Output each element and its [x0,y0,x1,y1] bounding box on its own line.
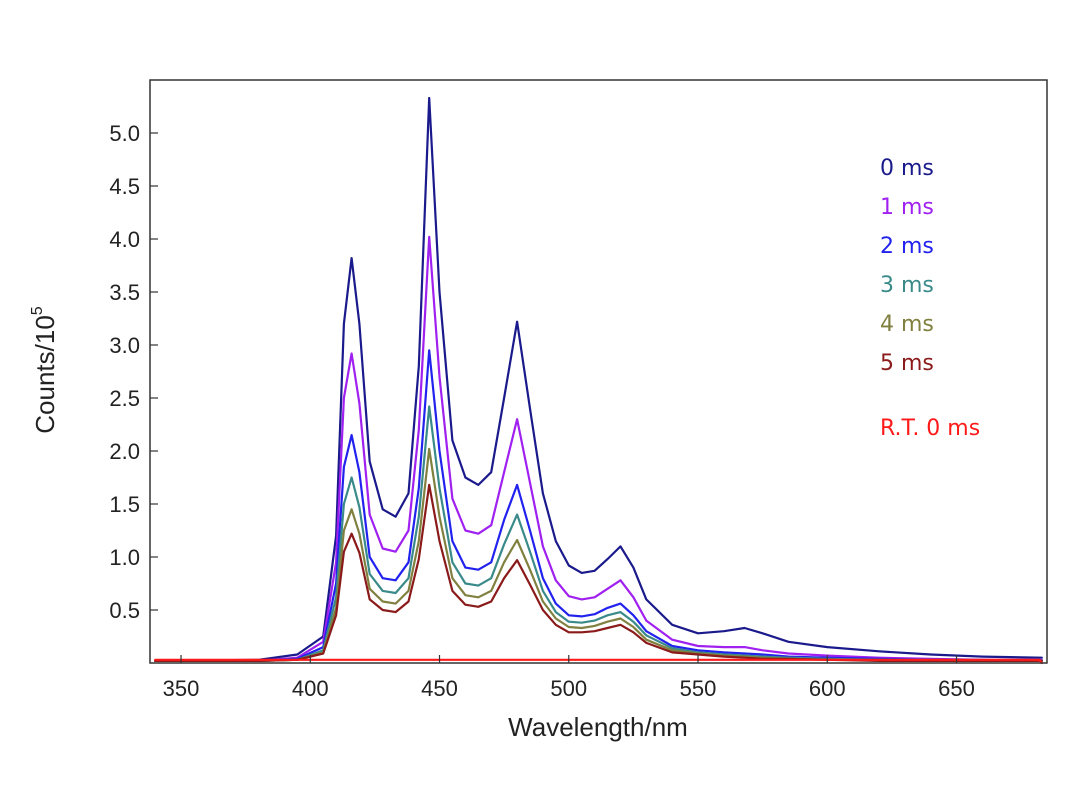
legend-entry-5: 5 ms [880,351,934,376]
y-tick-label: 2.0 [109,439,140,464]
legend-entry-4: 4 ms [880,312,934,337]
legend-entry-3: 3 ms [880,273,934,298]
y-tick-label: 3.5 [109,280,140,305]
series-line-0 [154,96,1043,663]
y-tick-label: 1.5 [109,492,140,517]
y-tick-label: 1.0 [109,545,140,570]
x-axis-title: Wavelength/nm [508,712,688,742]
y-axis-title-main: Counts/10 [30,315,60,434]
y-axis-title: Counts/105 [29,306,60,434]
y-axis: 0.5 1.0 1.5 2.0 2.5 3.0 3.5 4.0 4.5 5.0 [109,121,158,623]
x-tick-label: 450 [421,676,458,701]
series-line-1 [154,235,1043,663]
y-tick-label: 4.0 [109,227,140,252]
x-tick-label: 500 [550,676,587,701]
x-axis: 350 400 450 500 550 600 650 [163,655,975,701]
y-tick-label: 0.5 [109,598,140,623]
series-line-5 [154,483,1043,663]
legend-entry-6: R.T. 0 ms [880,416,980,441]
plot-frame [149,79,1048,664]
x-tick-label: 650 [938,676,975,701]
legend-entry-1: 1 ms [880,195,934,220]
series-layer [154,96,1043,665]
series-line-2 [154,349,1043,663]
y-tick-label: 3.0 [109,333,140,358]
series-line-3 [154,405,1043,663]
x-tick-label: 600 [809,676,846,701]
y-tick-label: 5.0 [109,121,140,146]
legend-entry-0: 0 ms [880,156,934,181]
x-tick-label: 400 [292,676,329,701]
legend-entry-2: 2 ms [880,234,934,259]
y-axis-title-exponent: 5 [29,306,46,315]
legend: 0 ms 1 ms 2 ms 3 ms 4 ms 5 ms R.T. 0 ms [880,156,980,441]
y-tick-label: 4.5 [109,174,140,199]
x-tick-label: 550 [680,676,717,701]
x-tick-label: 350 [163,676,200,701]
y-tick-label: 2.5 [109,386,140,411]
